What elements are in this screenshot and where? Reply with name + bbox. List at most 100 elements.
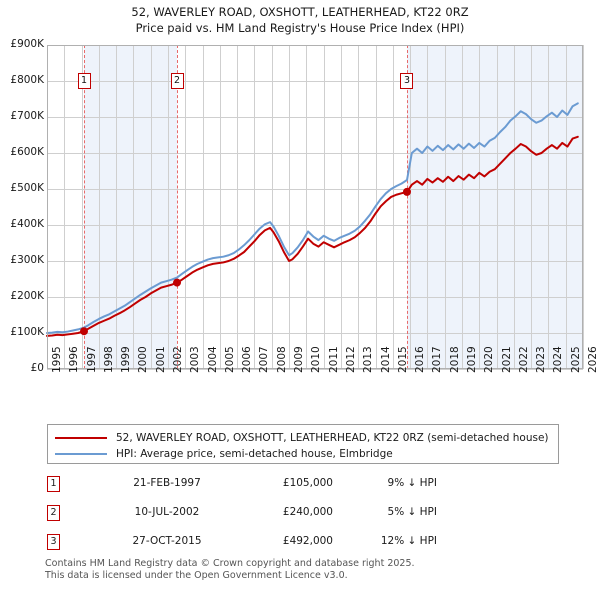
footer-line-2: This data is licensed under the Open Gov… [45,569,348,581]
x-axis-tick-label: 2025 [569,346,582,373]
x-axis-tick-label: 1998 [102,346,115,373]
transaction-point [80,327,88,336]
transaction-price: £105,000 [282,477,333,489]
grid-line-vertical [376,45,377,369]
x-axis-tick-label: 2017 [431,346,444,373]
grid-line-vertical [445,45,446,369]
x-axis-tick-label: 2011 [327,346,340,373]
y-axis-tick-label: £400K [10,218,44,230]
grid-line-horizontal [47,189,583,190]
title-line-1: 52, WAVERLEY ROAD, OXSHOTT, LEATHERHEAD,… [131,5,469,19]
grid-line-vertical [168,45,169,369]
chart-legend: 52, WAVERLEY ROAD, OXSHOTT, LEATHERHEAD,… [47,424,559,464]
event-marker-3: 3 [400,73,414,89]
x-axis-tick-label: 2016 [414,346,427,373]
grid-line-vertical [531,45,532,369]
x-axis-tick-label: 2024 [552,346,565,373]
transaction-hpi-delta: 9% ↓ HPI [387,477,437,489]
x-axis-tick-label: 2018 [448,346,461,373]
transaction-hpi-delta: 5% ↓ HPI [387,506,437,518]
legend-label-hpi: HPI: Average price, semi-detached house,… [116,448,393,460]
event-line [177,45,179,369]
x-axis-tick-label: 2004 [206,346,219,373]
grid-line-horizontal [47,369,583,370]
event-marker-2: 2 [170,73,184,89]
series-lines [46,102,579,337]
grid-line-vertical [289,45,290,369]
x-axis-tick-label: 2015 [396,346,409,373]
transaction-marker: 1 [47,476,60,492]
transaction-hpi-delta: 12% ↓ HPI [380,535,437,547]
transaction-date: 10-JUL-2002 [134,506,200,518]
y-axis-tick-label: £500K [10,182,44,194]
x-axis-tick-label: 2019 [465,346,478,373]
title-line-2: Price paid vs. HM Land Registry's House … [135,21,465,35]
transaction-price: £240,000 [282,506,333,518]
legend-swatch-price-paid [55,437,107,439]
event-line [406,45,408,369]
x-axis-tick-label: 2022 [517,346,530,373]
y-axis-tick-label: £100K [10,326,44,338]
grid-line-vertical [220,45,221,369]
grid-line-vertical [203,45,204,369]
grid-line-horizontal [47,297,583,298]
y-axis-tick-label: £300K [10,254,44,266]
grid-line-horizontal [47,117,583,118]
event-line [84,45,85,369]
grid-line-vertical [393,45,394,369]
plot-border [47,45,583,369]
transaction-date: 27-OCT-2015 [132,535,202,547]
grid-line-vertical [548,45,549,369]
chart-plot-area: 1 2 3 [46,45,584,370]
x-axis-tick-label: 2006 [241,346,254,373]
grid-line-vertical [358,45,359,369]
transaction-price: £492,000 [282,535,333,547]
footer-line-1: Contains HM Land Registry data © Crown c… [45,558,415,569]
x-axis-tick-label: 2020 [483,346,496,373]
grid-line-vertical [341,45,342,369]
series-line [46,102,579,334]
x-axis-tick-label: 2002 [172,346,185,373]
grid-line-vertical [514,45,515,369]
grid-line-horizontal [47,333,583,334]
grid-line-vertical [254,45,255,369]
grid-line-horizontal [47,225,583,226]
x-axis-tick-label: 2021 [500,346,513,373]
y-axis-tick-label: £900K [10,38,44,50]
x-axis-tick-label: 2012 [344,346,357,373]
x-axis-tick-label: 2001 [154,346,167,373]
y-axis-tick-label: £600K [10,146,44,158]
grid-line-vertical [324,45,325,369]
grid-line-horizontal [47,153,583,154]
grid-line-vertical [116,45,117,369]
grid-line-vertical [566,45,567,369]
transaction-marker: 3 [47,534,60,550]
grid-line-vertical [185,45,186,369]
x-axis-tick-label: 2000 [137,346,150,373]
grid-line-vertical [64,45,65,369]
grid-line-vertical [427,45,428,369]
x-axis-tick-label: 2005 [223,346,236,373]
grid-line-vertical [583,45,584,369]
y-axis-tick-label: £200K [10,290,44,302]
grid-line-vertical [151,45,152,369]
grid-line-horizontal [47,81,583,82]
x-axis-tick-label: 2007 [258,346,271,373]
legend-swatch-hpi [55,453,107,455]
shaded-span [406,45,583,369]
x-axis-tick-label: 2014 [379,346,392,373]
y-axis-tick-label: £700K [10,110,44,122]
page-title: 52, WAVERLEY ROAD, OXSHOTT, LEATHERHEAD,… [0,4,600,36]
grid-line-horizontal [47,261,583,262]
grid-line-vertical [479,45,480,369]
grid-line-vertical [82,45,83,369]
legend-label-price-paid: 52, WAVERLEY ROAD, OXSHOTT, LEATHERHEAD,… [116,432,549,444]
grid-line-vertical [272,45,273,369]
x-axis-tick-label: 2008 [275,346,288,373]
transaction-point [402,187,411,196]
y-axis-tick-label: £0 [30,362,44,374]
grid-line-vertical [497,45,498,369]
x-axis-tick-label: 2023 [535,346,548,373]
grid-line-vertical [410,45,411,369]
legend-item-price-paid: 52, WAVERLEY ROAD, OXSHOTT, LEATHERHEAD,… [55,430,549,446]
